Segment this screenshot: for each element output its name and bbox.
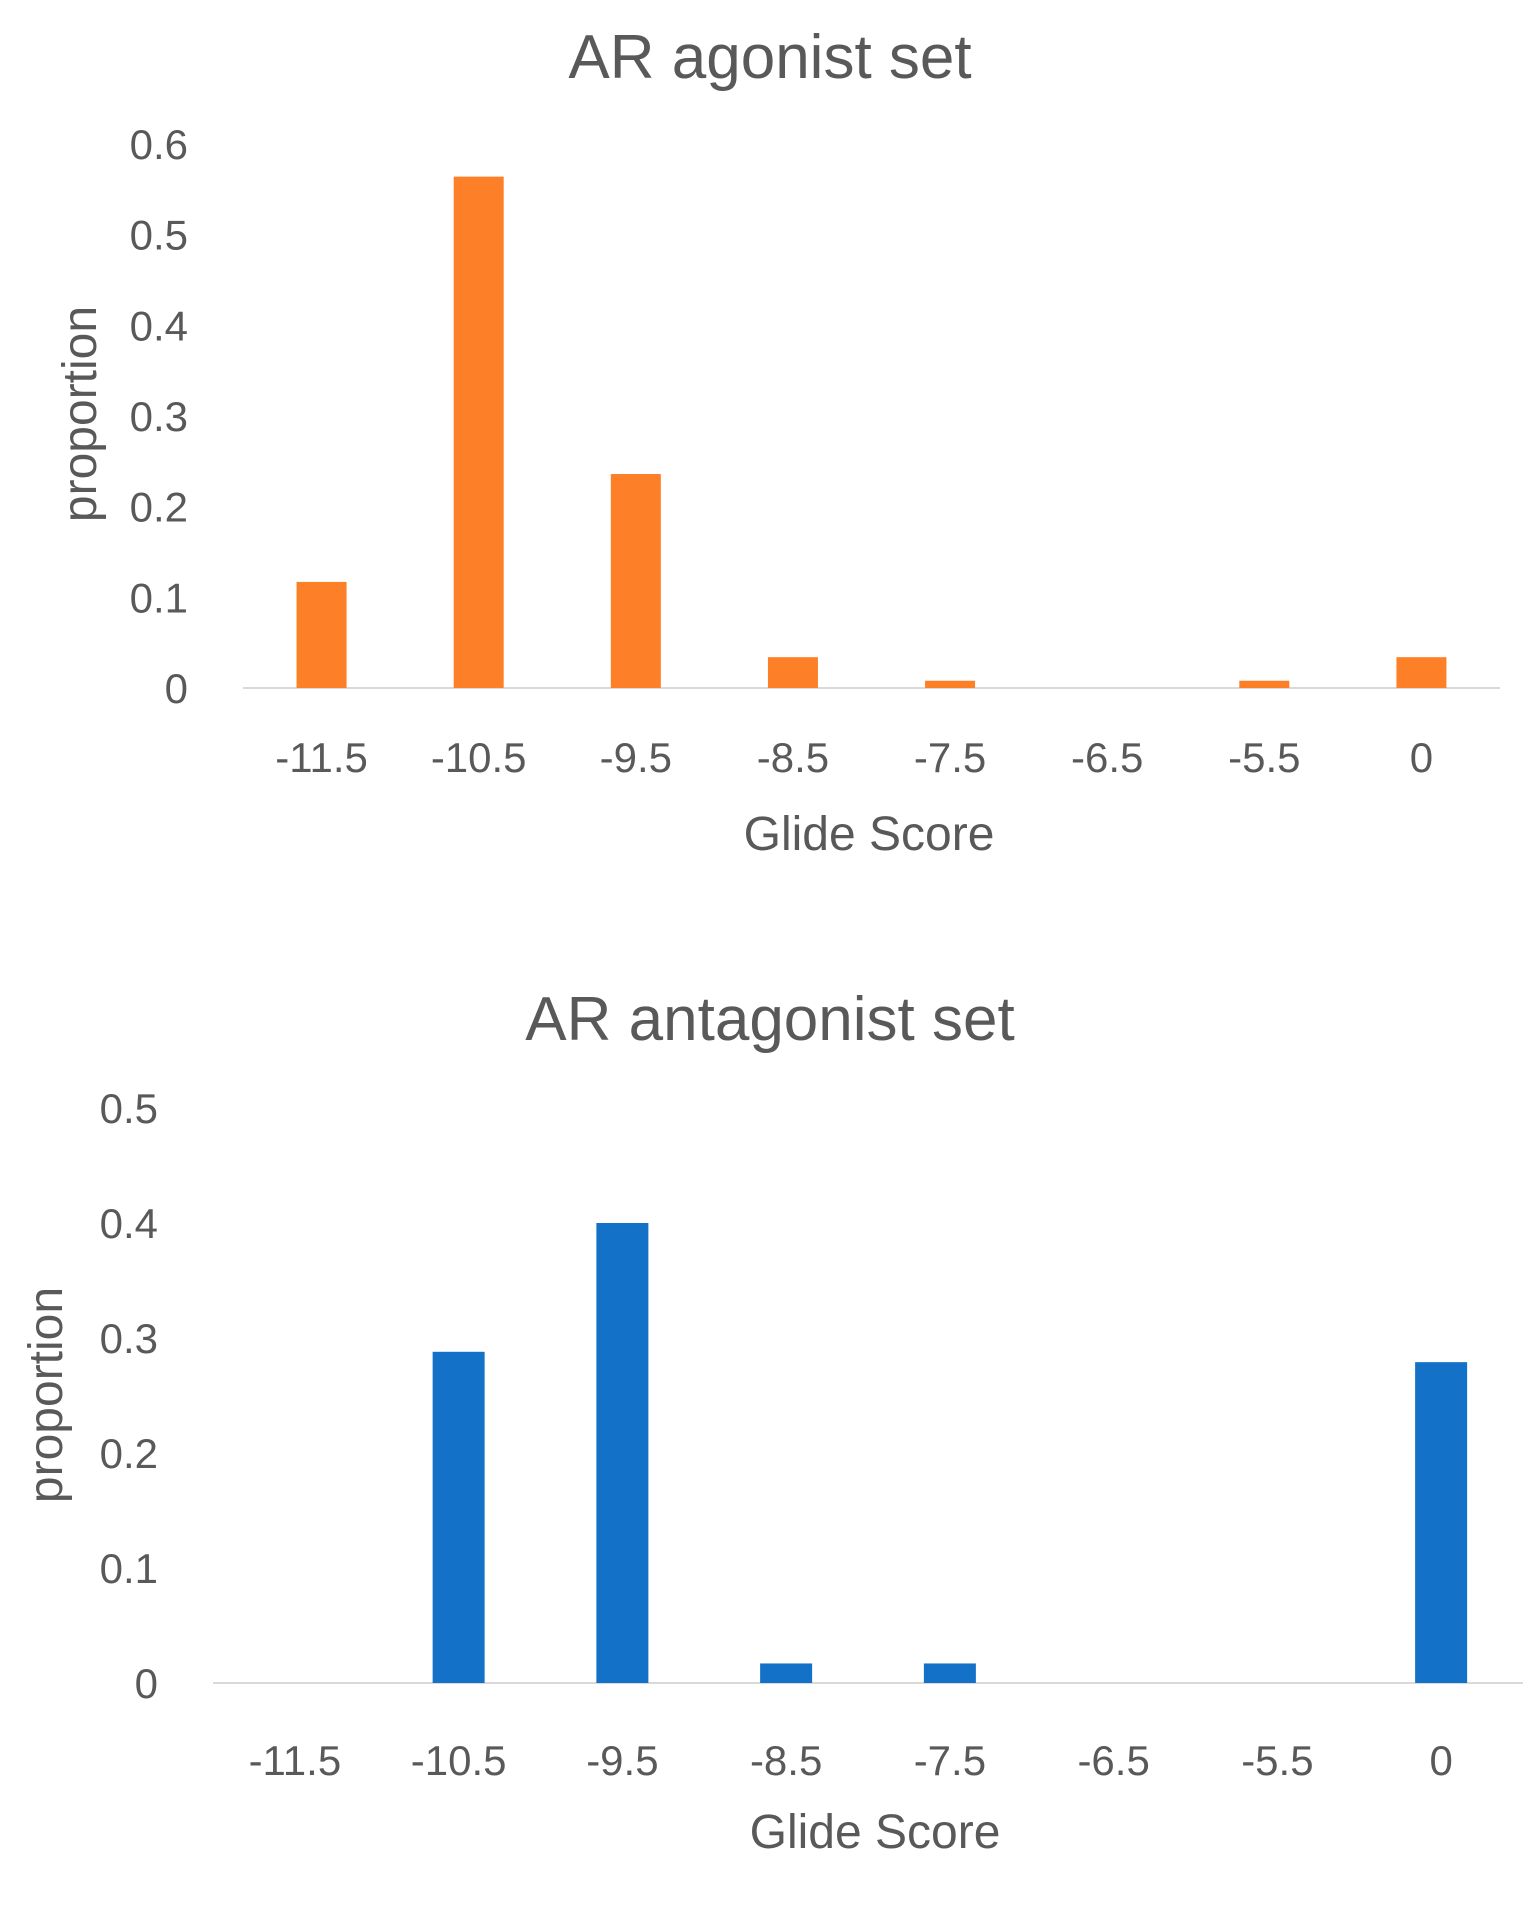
bar--5.5 [1239, 680, 1290, 688]
x-axis-title: Glide Score [750, 1806, 1001, 1859]
x-tick-label: -5.5 [1228, 734, 1300, 781]
x-tick-label: 0 [1429, 1737, 1452, 1784]
bar-0 [1396, 657, 1447, 688]
x-tick-label: -7.5 [914, 1737, 986, 1784]
y-tick-label: 0.4 [100, 1200, 158, 1247]
bar--9.5 [596, 1223, 649, 1683]
x-tick-label: -11.5 [249, 1737, 342, 1784]
x-tick-label: -11.5 [275, 734, 368, 781]
y-tick-label: 0.6 [130, 121, 188, 168]
bar--10.5 [453, 176, 504, 688]
x-tick-label: -6.5 [1077, 1737, 1149, 1784]
chart-antagonist: AR antagonist set proportion 00.10.20.30… [20, 985, 1523, 1859]
x-tick-label: -8.5 [757, 734, 829, 781]
x-tick-labels: -11.5 -10.5 -9.5 -8.5 -7.5 -6.5 -5.5 0 [249, 1737, 1453, 1784]
y-tick-label: 0 [165, 665, 188, 712]
x-tick-labels: -11.5 -10.5 -9.5 -8.5 -7.5 -6.5 -5.5 0 [275, 734, 1433, 781]
y-tick-label: 0.1 [100, 1545, 158, 1592]
y-tick-label: 0.3 [130, 393, 188, 440]
chart-title: AR antagonist set [525, 985, 1014, 1054]
x-tick-label: -9.5 [586, 1737, 658, 1784]
y-tick-label: 0.4 [130, 302, 188, 349]
x-tick-label: -10.5 [411, 1737, 507, 1784]
y-tick-label: 0.3 [100, 1315, 158, 1362]
y-axis-title: proportion [20, 1287, 73, 1503]
x-tick-label: -10.5 [431, 734, 527, 781]
bar--8.5 [760, 1663, 813, 1683]
y-tick-label: 0.1 [130, 574, 188, 621]
bars [296, 176, 1447, 688]
y-tick-label: 0.2 [130, 484, 188, 531]
chart-agonist: AR agonist set proportion 00.10.20.30.40… [54, 23, 1500, 861]
y-tick-labels: 0 0.1 0.2 0.3 0.4 0.5 0.6 [130, 121, 188, 712]
x-tick-label: -8.5 [750, 1737, 822, 1784]
bar--9.5 [610, 474, 661, 688]
y-tick-label: 0.5 [130, 212, 188, 259]
y-axis-title: proportion [54, 306, 107, 522]
x-tick-label: -5.5 [1241, 1737, 1313, 1784]
chart-title: AR agonist set [568, 23, 971, 92]
bars [432, 1223, 1468, 1683]
bar--7.5 [925, 680, 976, 688]
y-tick-label: 0.2 [100, 1430, 158, 1477]
x-axis-title: Glide Score [744, 808, 995, 861]
y-tick-labels: 0 0.1 0.2 0.3 0.4 0.5 [100, 1085, 158, 1707]
bar-0 [1415, 1362, 1468, 1683]
x-tick-label: 0 [1410, 734, 1433, 781]
bar--10.5 [432, 1351, 485, 1683]
bar--8.5 [767, 657, 818, 688]
y-tick-label: 0 [135, 1660, 158, 1707]
bar--7.5 [923, 1663, 976, 1683]
x-tick-label: -7.5 [914, 734, 986, 781]
x-tick-label: -9.5 [600, 734, 672, 781]
bar--11.5 [296, 581, 347, 688]
x-tick-label: -6.5 [1071, 734, 1143, 781]
y-tick-label: 0.5 [100, 1085, 158, 1132]
